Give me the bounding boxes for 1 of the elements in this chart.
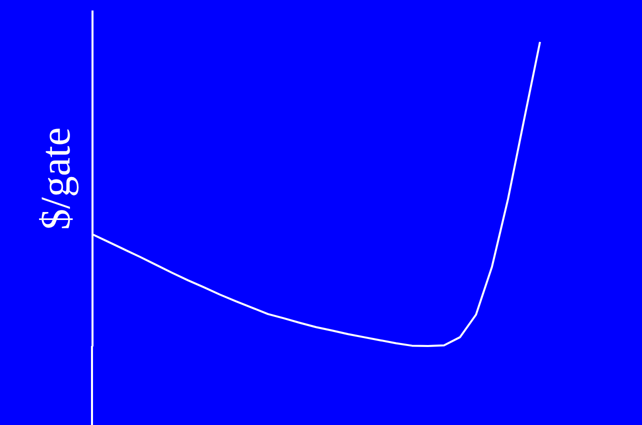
y-axis-title: $/gate: [34, 127, 80, 230]
